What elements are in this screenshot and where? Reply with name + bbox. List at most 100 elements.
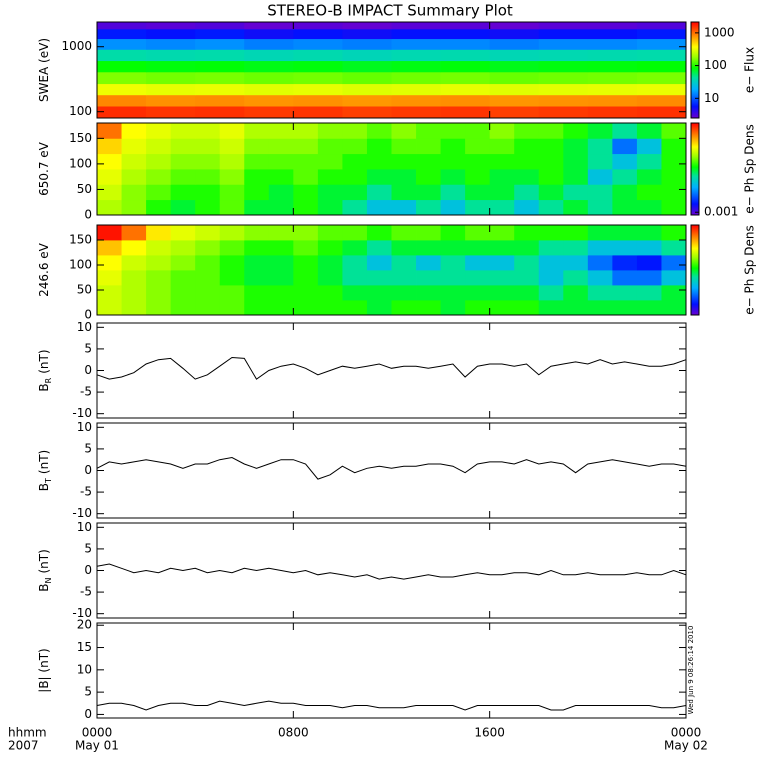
heatmap-cell	[514, 184, 540, 201]
heatmap-cell	[563, 199, 589, 216]
heatmap-cell	[514, 285, 540, 301]
heatmap-cell	[146, 240, 172, 256]
heatmap-cell	[661, 300, 687, 316]
heatmap-cell	[195, 71, 245, 85]
heatmap-cell	[538, 285, 564, 301]
heatmap-cell	[587, 255, 613, 271]
heatmap-cell	[440, 300, 466, 316]
heatmap-cell	[195, 28, 245, 40]
heatmap-cell	[587, 153, 613, 170]
y-tick-label: 15	[77, 640, 92, 654]
heatmap-cell	[538, 225, 564, 241]
data-line	[96, 456, 687, 480]
y-tick-label: 10	[77, 320, 92, 334]
heatmap-cell	[244, 240, 270, 256]
heatmap-cell	[317, 285, 343, 301]
heatmap-cell	[268, 300, 294, 316]
heatmap-cell	[391, 22, 441, 30]
heatmap-cell	[170, 184, 196, 201]
y-tick-label: 0	[84, 363, 92, 377]
heatmap-cell	[391, 83, 441, 96]
heatmap-cell	[293, 94, 343, 107]
y-tick-label: 10	[77, 520, 92, 534]
heatmap-cell	[342, 199, 368, 216]
heatmap-cell	[391, 153, 417, 170]
heatmap-cell	[293, 270, 319, 286]
heatmap-cell	[293, 22, 343, 30]
heatmap-cell	[342, 240, 368, 256]
heatmap-cell	[342, 285, 368, 301]
colorbar	[690, 21, 700, 119]
heatmap-cell	[465, 199, 491, 216]
y-tick-label: 0	[84, 563, 92, 577]
y-axis-label-sub: N	[44, 578, 53, 584]
heatmap-cell	[293, 225, 319, 241]
heatmap-cell	[293, 60, 343, 73]
colorbar	[690, 122, 700, 216]
heatmap-cell	[636, 60, 687, 73]
heatmap-cell	[391, 240, 417, 256]
heatmap-cell	[416, 169, 441, 185]
panel-frame	[96, 21, 687, 119]
heatmap-cell	[489, 285, 515, 301]
heatmap-cell	[121, 184, 147, 201]
heatmap-cell	[244, 94, 294, 107]
heatmap-cell	[612, 153, 638, 170]
heatmap-cell	[563, 184, 589, 201]
heatmap-cell	[195, 138, 221, 155]
heatmap-cell	[416, 225, 441, 241]
heatmap-cell	[636, 270, 662, 286]
heatmap-cell	[440, 71, 491, 85]
heatmap-cell	[465, 300, 491, 316]
y-tick-label: 1000	[61, 39, 92, 53]
heatmap-cell	[146, 169, 172, 185]
heatmap-cell	[97, 300, 122, 316]
heatmap-cell	[636, 83, 687, 96]
heatmap-cell	[514, 240, 540, 256]
y-tick-label: -5	[80, 485, 92, 499]
y-axis-label: SWEA (eV)	[37, 38, 51, 102]
heatmap-cell	[612, 300, 638, 316]
heatmap-cell	[440, 270, 466, 286]
heatmap-cell	[293, 169, 319, 185]
heatmap-cell	[489, 300, 515, 316]
heatmap-cell	[465, 225, 491, 241]
heatmap-cell	[121, 300, 147, 316]
heatmap-cell	[219, 169, 245, 185]
heatmap-cell	[661, 255, 687, 271]
heatmap-cell	[587, 106, 638, 119]
heatmap-cell	[440, 123, 466, 139]
y-tick-label: -5	[80, 385, 92, 399]
heatmap-cell	[97, 138, 122, 155]
y-tick-label: 50	[77, 182, 92, 196]
heatmap-cell	[244, 28, 294, 40]
heatmap-cell	[195, 94, 245, 107]
heatmap-cell	[146, 94, 196, 107]
panel: 10 100 1000 e− Flux 100 1000 SWEA (eV)	[37, 21, 757, 119]
heatmap-cell	[587, 184, 613, 201]
heatmap-cell	[489, 22, 540, 30]
heatmap-cell	[465, 270, 491, 286]
heatmap-cell	[219, 225, 245, 241]
y-tick-label: 100	[69, 104, 92, 118]
heatmap-cell	[587, 83, 638, 96]
heatmap-cell	[636, 123, 662, 139]
heatmap-cell	[219, 199, 245, 216]
heatmap-cell	[587, 49, 638, 62]
timestamp: Wed Jun 9 08:26:14 2010	[687, 626, 695, 715]
heatmap-cell	[489, 60, 540, 73]
heatmap-cell	[538, 138, 564, 155]
heatmap-cell	[538, 38, 589, 50]
heatmap-cell	[440, 38, 491, 50]
heatmap-cell	[121, 240, 147, 256]
y-axis-label-sub: R	[44, 377, 53, 383]
heatmap-cell	[538, 184, 564, 201]
heatmap-cell	[587, 300, 613, 316]
heatmap-cell	[661, 285, 687, 301]
heatmap-cell	[219, 240, 245, 256]
heatmap-cell	[342, 106, 392, 119]
heatmap-cell	[391, 225, 417, 241]
heatmap-cell	[538, 153, 564, 170]
heatmap-cell	[391, 184, 417, 201]
y-tick-label: 5	[84, 341, 92, 355]
